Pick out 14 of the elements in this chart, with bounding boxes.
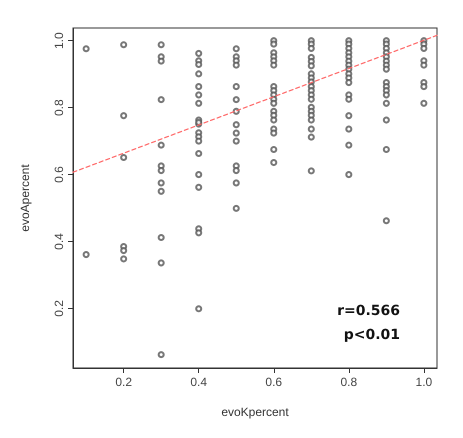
annotation: r=0.566: [337, 303, 400, 319]
x-axis-title: evoKpercent: [221, 405, 290, 419]
y-tick-label: 0.8: [52, 98, 66, 116]
x-tick-label: 0.6: [265, 375, 282, 389]
x-tick-label: 1.0: [416, 375, 433, 389]
y-axis-title: evoApercent: [18, 164, 32, 232]
y-tick-label: 1.0: [52, 32, 66, 50]
y-tick-label: 0.2: [52, 300, 66, 317]
x-tick-label: 0.8: [340, 375, 358, 389]
x-tick-label: 0.4: [190, 375, 208, 389]
y-tick-label: 0.6: [52, 166, 66, 183]
annotation: p<0.01: [344, 327, 400, 343]
y-tick-label: 0.4: [52, 232, 66, 250]
x-tick-label: 0.2: [115, 375, 132, 389]
